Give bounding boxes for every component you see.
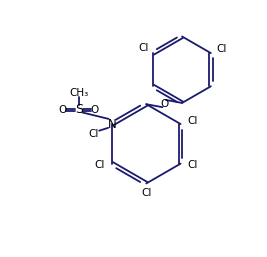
Text: O: O (160, 99, 168, 108)
Text: S: S (75, 104, 83, 116)
Text: Cl: Cl (216, 44, 227, 54)
Text: O: O (91, 105, 99, 115)
Text: Cl: Cl (188, 116, 198, 126)
Text: CH₃: CH₃ (69, 88, 88, 98)
Text: Cl: Cl (138, 43, 149, 53)
Text: Cl: Cl (88, 129, 99, 139)
Text: O: O (59, 105, 67, 115)
Text: N: N (108, 117, 116, 131)
Text: Cl: Cl (95, 160, 105, 170)
Text: Cl: Cl (141, 188, 151, 198)
Text: Cl: Cl (188, 160, 198, 170)
